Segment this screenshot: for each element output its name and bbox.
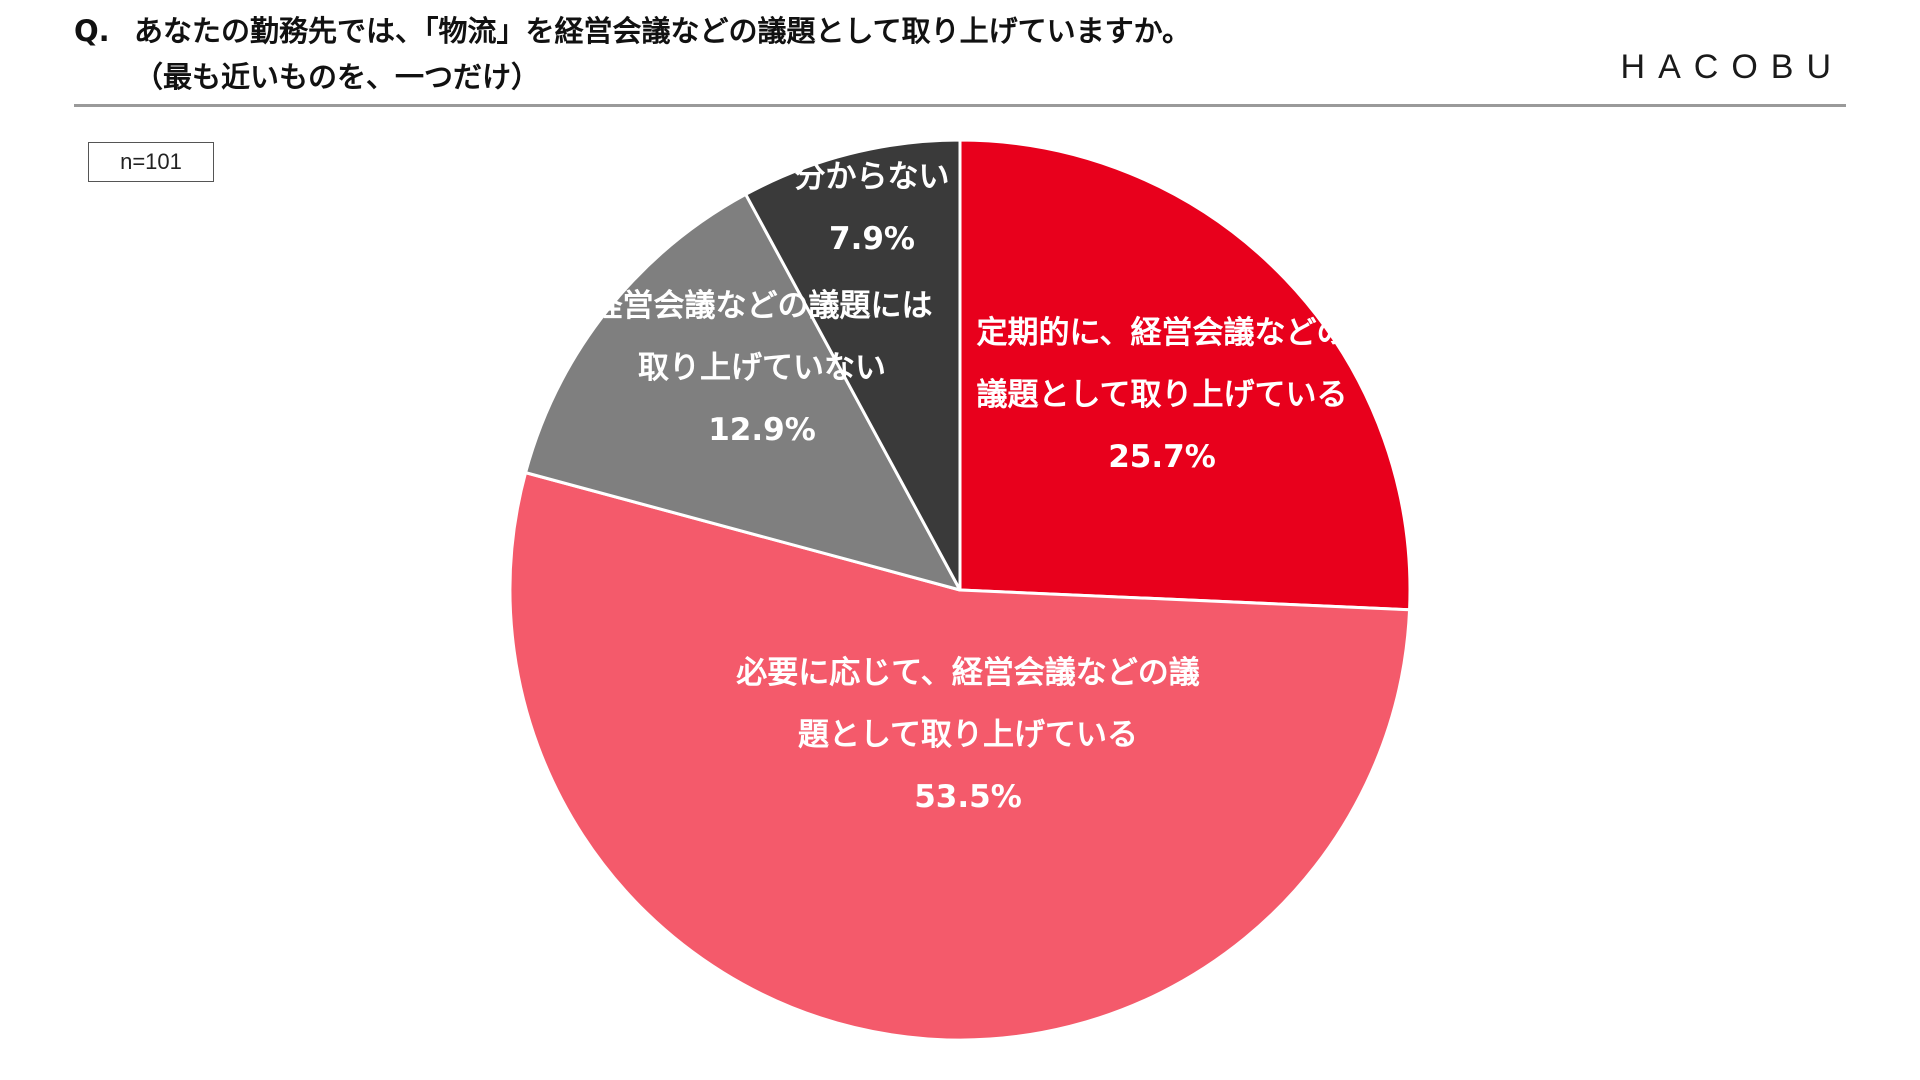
slice-category-label: 必要に応じて、経営会議などの議 <box>736 655 1199 691</box>
slice-category-label: 議題として取り上げている <box>976 377 1347 413</box>
question-line-2: （最も近いものを、一つだけ） <box>134 60 541 94</box>
pie-slice-4 <box>744 138 962 592</box>
slice-value-label: 25.7% <box>1108 439 1216 475</box>
slice-category-label: 取り上げていない <box>638 350 886 386</box>
slice-category-label: 定期的に、経営会議などの <box>976 315 1347 351</box>
hacobu-logo: HACOBU <box>1620 48 1844 86</box>
header-divider <box>74 104 1846 107</box>
pie-slice-1 <box>958 138 1412 612</box>
slice-label-2: 必要に応じて、経営会議などの議題として取り上げている 53.5% <box>736 655 1199 815</box>
pie-slices <box>508 138 1412 1042</box>
question-text: Q. あなたの勤務先では、「物流」を経営会議などの議題として取り上げていますか。… <box>74 8 1474 100</box>
pie-labels: 定期的に、経営会議などの議題として取り上げている 25.7% 必要に応じて、経営会議… <box>592 159 1348 815</box>
slice-label-1: 定期的に、経営会議などの議題として取り上げている 25.7% <box>976 315 1347 475</box>
pie-slice-2 <box>508 471 1412 1042</box>
slice-category-label: 経営会議などの議題には <box>592 288 933 324</box>
question-line-1: あなたの勤務先では、「物流」を経営会議などの議題として取り上げていますか。 <box>134 14 1192 48</box>
slice-label-4: 分からない 7.9% <box>795 159 950 257</box>
slice-category-label: 題として取り上げている <box>798 717 1138 753</box>
slice-value-label: 12.9% <box>708 412 816 448</box>
slice-value-label: 53.5% <box>914 779 1022 815</box>
slice-category-label: 分からない <box>795 159 950 195</box>
slice-label-3: 経営会議などの議題には取り上げていない 12.9% <box>592 288 933 448</box>
slice-value-label: 7.9% <box>829 221 915 257</box>
question-prefix: Q. <box>74 14 110 48</box>
pie-slice-3 <box>524 192 962 592</box>
sample-size-box: n=101 <box>88 142 214 182</box>
